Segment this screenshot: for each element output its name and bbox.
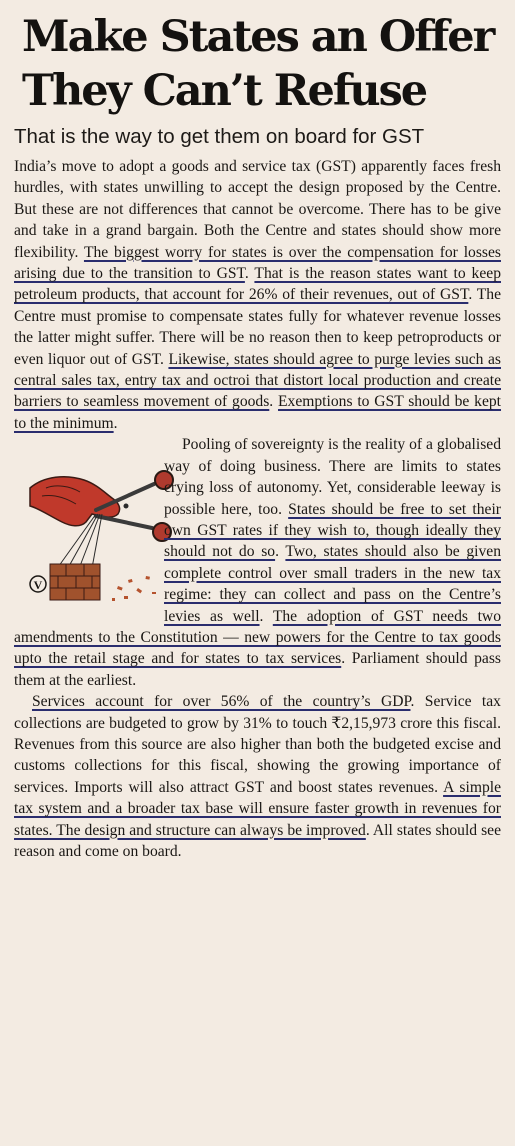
- p2-underlined-3: The adoption of GST needs two amendments…: [14, 607, 501, 668]
- p1-underlined-4: Exemptions to GST should be kept to the …: [14, 393, 502, 432]
- subheadline: That is the way to get them on board for…: [14, 125, 425, 148]
- paragraph-2: V Pooling of sovereignty is the reality …: [14, 434, 501, 691]
- article-body: India’s move to adopt a goods and servic…: [14, 156, 501, 862]
- p3-text-2: . All states should see reason and come …: [14, 821, 501, 860]
- headline-line-2: They Can’t Refuse: [22, 66, 428, 116]
- p2-underlined-1: States should be free to set their own G…: [164, 500, 501, 561]
- p2-text-1: Pooling of sovereignty is the reality of…: [164, 436, 501, 518]
- p1-text-3: . The Centre must promise to compensate …: [14, 286, 502, 368]
- p1-underlined-1: The biggest worry for states is over the…: [14, 243, 501, 283]
- p1-underlined-2: That is the reason states want to keep p…: [14, 265, 501, 304]
- paragraph-3: Services account for over 56% of the cou…: [14, 691, 501, 862]
- p2-text-4: . Parliament should pass them at the ear…: [14, 650, 501, 689]
- paragraph-1: India’s move to adopt a goods and servic…: [14, 156, 501, 434]
- p2-underlined-2: Two, states should also be given complet…: [164, 543, 502, 625]
- scissors-illustration: V: [8, 436, 174, 616]
- p1-text-5: .: [113, 414, 118, 432]
- p1-underlined-3: Likewise, states should agree to purge l…: [14, 350, 501, 411]
- p3-underlined-1: Services account for over 56% of the cou…: [32, 693, 411, 711]
- p1-text-2: .: [244, 265, 255, 283]
- p1-text-1: India’s move to adopt a goods and servic…: [14, 158, 501, 261]
- headline: Make States an Offer They Can’t Refuse: [22, 10, 501, 118]
- p3-underlined-2: A simple tax system and a broader tax ba…: [14, 778, 501, 839]
- p2-text-3: .: [259, 607, 273, 625]
- p2-text-2: .: [275, 543, 286, 561]
- p1-text-4: .: [269, 393, 279, 411]
- p3-text-1: . Service tax collections are budgeted t…: [14, 693, 501, 796]
- scissors-cutting-strings-icon: V: [29, 470, 174, 602]
- headline-line-1: Make States an Offer: [22, 12, 495, 62]
- illustrator-logo: V: [34, 578, 43, 592]
